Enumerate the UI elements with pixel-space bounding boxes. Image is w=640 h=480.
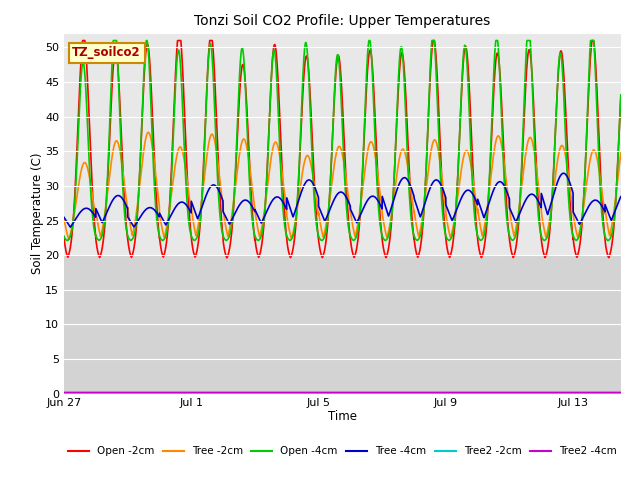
Legend: Open -2cm, Tree -2cm, Open -4cm, Tree -4cm, Tree2 -2cm, Tree2 -4cm: Open -2cm, Tree -2cm, Open -4cm, Tree -4… [63, 442, 621, 460]
X-axis label: Time: Time [328, 410, 357, 423]
Title: Tonzi Soil CO2 Profile: Upper Temperatures: Tonzi Soil CO2 Profile: Upper Temperatur… [195, 14, 490, 28]
Y-axis label: Soil Temperature (C): Soil Temperature (C) [31, 153, 44, 275]
Text: TZ_soilco2: TZ_soilco2 [72, 46, 141, 59]
Bar [64, 34, 621, 255]
